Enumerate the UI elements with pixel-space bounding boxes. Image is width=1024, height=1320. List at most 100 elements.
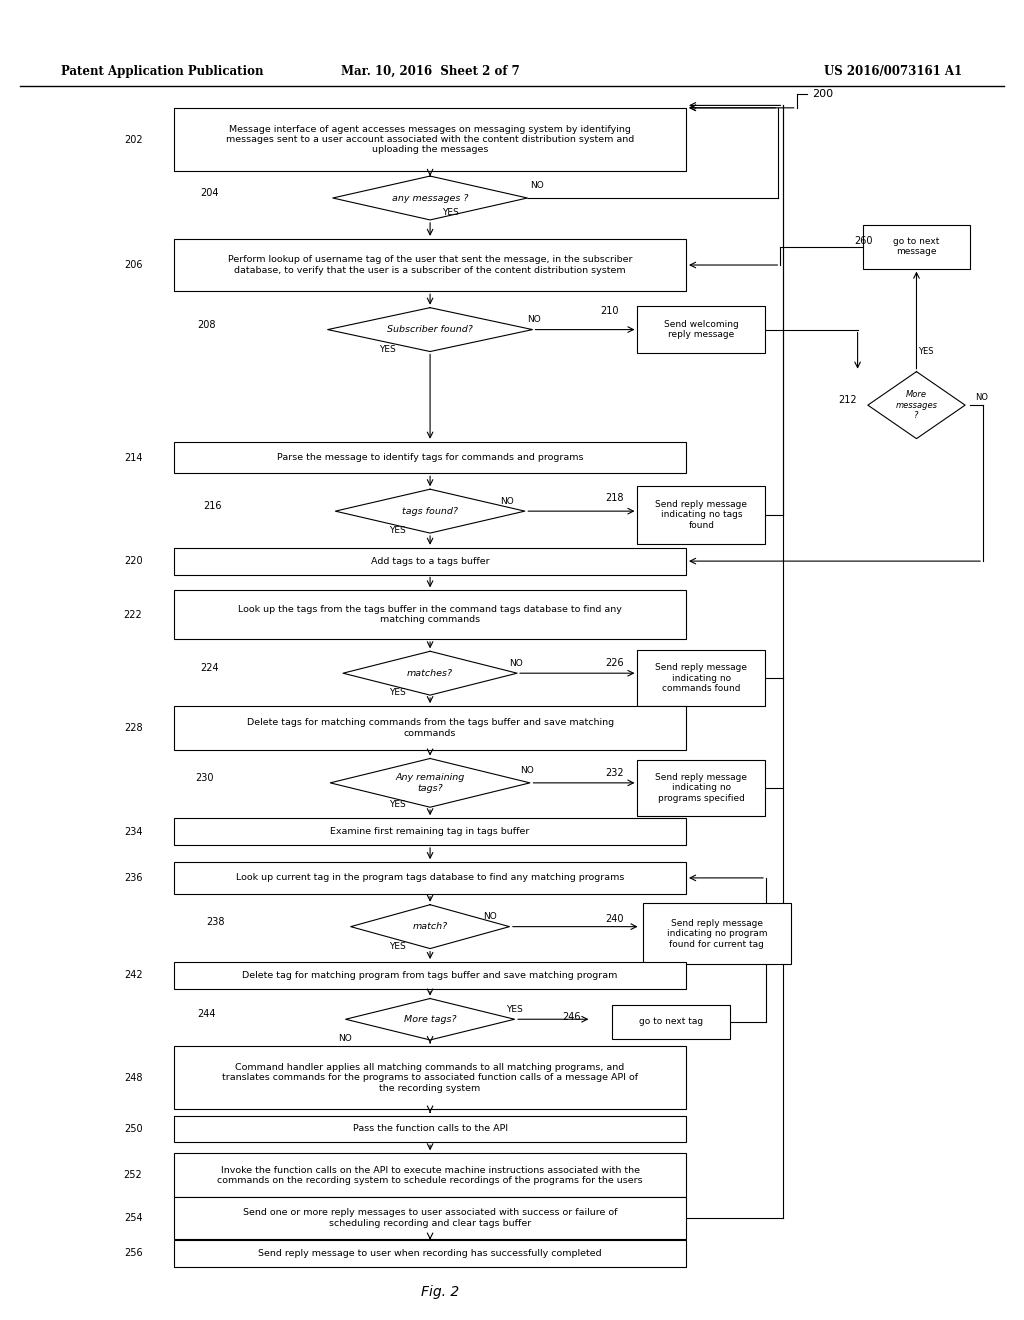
Text: Send reply message
indicating no
programs specified: Send reply message indicating no program… bbox=[655, 772, 748, 803]
Text: Add tags to a tags buffer: Add tags to a tags buffer bbox=[371, 557, 489, 565]
Text: Subscriber found?: Subscriber found? bbox=[387, 325, 473, 334]
Text: 256: 256 bbox=[124, 1249, 142, 1258]
Text: Message interface of agent accesses messages on messaging system by identifying
: Message interface of agent accesses mess… bbox=[226, 124, 634, 154]
FancyBboxPatch shape bbox=[174, 1115, 686, 1142]
Polygon shape bbox=[343, 651, 517, 696]
Text: NO: NO bbox=[500, 496, 513, 506]
Text: 210: 210 bbox=[600, 306, 618, 317]
Text: NO: NO bbox=[527, 315, 541, 325]
Text: NO: NO bbox=[520, 766, 534, 775]
Text: 204: 204 bbox=[201, 189, 219, 198]
Text: NO: NO bbox=[975, 393, 988, 403]
Text: 238: 238 bbox=[206, 917, 224, 927]
Text: 244: 244 bbox=[198, 1010, 216, 1019]
Text: 236: 236 bbox=[124, 873, 142, 883]
Text: Invoke the function calls on the API to execute machine instructions associated : Invoke the function calls on the API to … bbox=[217, 1166, 643, 1185]
FancyBboxPatch shape bbox=[174, 706, 686, 750]
FancyBboxPatch shape bbox=[637, 486, 766, 544]
FancyBboxPatch shape bbox=[637, 649, 766, 706]
FancyBboxPatch shape bbox=[612, 1005, 729, 1039]
FancyBboxPatch shape bbox=[643, 903, 792, 965]
FancyBboxPatch shape bbox=[174, 1239, 686, 1267]
Text: YES: YES bbox=[389, 527, 406, 535]
Text: 254: 254 bbox=[124, 1213, 142, 1222]
FancyBboxPatch shape bbox=[174, 590, 686, 639]
Polygon shape bbox=[336, 490, 524, 533]
Text: 250: 250 bbox=[124, 1123, 142, 1134]
Text: Delete tags for matching commands from the tags buffer and save matching
command: Delete tags for matching commands from t… bbox=[247, 718, 613, 738]
Text: Pass the function calls to the API: Pass the function calls to the API bbox=[352, 1125, 508, 1134]
FancyBboxPatch shape bbox=[174, 818, 686, 845]
Text: Send one or more reply messages to user associated with success or failure of
sc: Send one or more reply messages to user … bbox=[243, 1208, 617, 1228]
Text: 224: 224 bbox=[201, 664, 219, 673]
FancyBboxPatch shape bbox=[174, 1197, 686, 1238]
Text: Patent Application Publication: Patent Application Publication bbox=[61, 65, 264, 78]
Text: NO: NO bbox=[530, 181, 544, 190]
Text: 200: 200 bbox=[812, 90, 834, 99]
Text: Send reply message
indicating no program
found for current tag: Send reply message indicating no program… bbox=[667, 919, 767, 949]
Text: 206: 206 bbox=[124, 260, 142, 271]
FancyBboxPatch shape bbox=[174, 1154, 686, 1197]
Text: 242: 242 bbox=[124, 970, 142, 981]
Text: 222: 222 bbox=[124, 610, 142, 619]
Text: 228: 228 bbox=[124, 723, 142, 733]
Text: Mar. 10, 2016  Sheet 2 of 7: Mar. 10, 2016 Sheet 2 of 7 bbox=[341, 65, 519, 78]
Text: NO: NO bbox=[509, 659, 522, 668]
Text: YES: YES bbox=[506, 1005, 522, 1014]
Text: 226: 226 bbox=[605, 659, 624, 668]
Text: Look up current tag in the program tags database to find any matching programs: Look up current tag in the program tags … bbox=[236, 874, 625, 882]
Text: 202: 202 bbox=[124, 135, 142, 144]
Text: Send reply message
indicating no tags
found: Send reply message indicating no tags fo… bbox=[655, 500, 748, 529]
Text: Send reply message
indicating no
commands found: Send reply message indicating no command… bbox=[655, 663, 748, 693]
Text: 208: 208 bbox=[198, 319, 216, 330]
Polygon shape bbox=[330, 759, 530, 808]
Text: NO: NO bbox=[483, 912, 497, 921]
FancyBboxPatch shape bbox=[174, 548, 686, 574]
Text: Parse the message to identify tags for commands and programs: Parse the message to identify tags for c… bbox=[276, 453, 584, 462]
FancyBboxPatch shape bbox=[174, 1045, 686, 1109]
Text: 214: 214 bbox=[124, 453, 142, 462]
Text: 230: 230 bbox=[196, 774, 214, 783]
Text: Perform lookup of username tag of the user that sent the message, in the subscri: Perform lookup of username tag of the us… bbox=[227, 255, 633, 275]
Text: NO: NO bbox=[338, 1035, 351, 1043]
Text: Delete tag for matching program from tags buffer and save matching program: Delete tag for matching program from tag… bbox=[243, 972, 617, 979]
Text: US 2016/0073161 A1: US 2016/0073161 A1 bbox=[824, 65, 963, 78]
Polygon shape bbox=[868, 372, 965, 438]
Text: Send welcoming
reply message: Send welcoming reply message bbox=[665, 319, 738, 339]
Text: 232: 232 bbox=[605, 768, 624, 777]
Text: Examine first remaining tag in tags buffer: Examine first remaining tag in tags buff… bbox=[331, 828, 529, 836]
Text: Send reply message to user when recording has successfully completed: Send reply message to user when recordin… bbox=[258, 1249, 602, 1258]
Text: YES: YES bbox=[919, 347, 934, 356]
Text: 260: 260 bbox=[854, 236, 872, 246]
Text: YES: YES bbox=[389, 688, 406, 697]
Polygon shape bbox=[328, 308, 532, 351]
Polygon shape bbox=[350, 904, 510, 949]
Text: 212: 212 bbox=[839, 395, 857, 405]
Text: go to next
message: go to next message bbox=[893, 238, 940, 256]
Text: 218: 218 bbox=[605, 492, 624, 503]
Text: YES: YES bbox=[379, 345, 395, 354]
Text: YES: YES bbox=[389, 941, 406, 950]
Polygon shape bbox=[333, 176, 527, 220]
FancyBboxPatch shape bbox=[174, 862, 686, 894]
Text: tags found?: tags found? bbox=[402, 507, 458, 516]
Text: 216: 216 bbox=[204, 502, 222, 511]
FancyBboxPatch shape bbox=[174, 108, 686, 172]
Text: 246: 246 bbox=[562, 1012, 581, 1022]
Text: Fig. 2: Fig. 2 bbox=[421, 1286, 460, 1299]
Text: YES: YES bbox=[442, 209, 459, 216]
FancyBboxPatch shape bbox=[174, 442, 686, 474]
Text: match?: match? bbox=[413, 923, 447, 931]
Text: Command handler applies all matching commands to all matching programs, and
tran: Command handler applies all matching com… bbox=[222, 1063, 638, 1093]
Text: More tags?: More tags? bbox=[403, 1015, 457, 1024]
Text: Any remaining
tags?: Any remaining tags? bbox=[395, 774, 465, 792]
Polygon shape bbox=[345, 998, 514, 1040]
Text: 252: 252 bbox=[124, 1171, 142, 1180]
FancyBboxPatch shape bbox=[174, 239, 686, 292]
Text: More
messages
?: More messages ? bbox=[895, 391, 938, 420]
Text: 234: 234 bbox=[124, 826, 142, 837]
Text: 240: 240 bbox=[605, 915, 624, 924]
Text: any messages ?: any messages ? bbox=[392, 194, 468, 202]
Text: 220: 220 bbox=[124, 556, 142, 566]
Text: Look up the tags from the tags buffer in the command tags database to find any
m: Look up the tags from the tags buffer in… bbox=[239, 605, 622, 624]
